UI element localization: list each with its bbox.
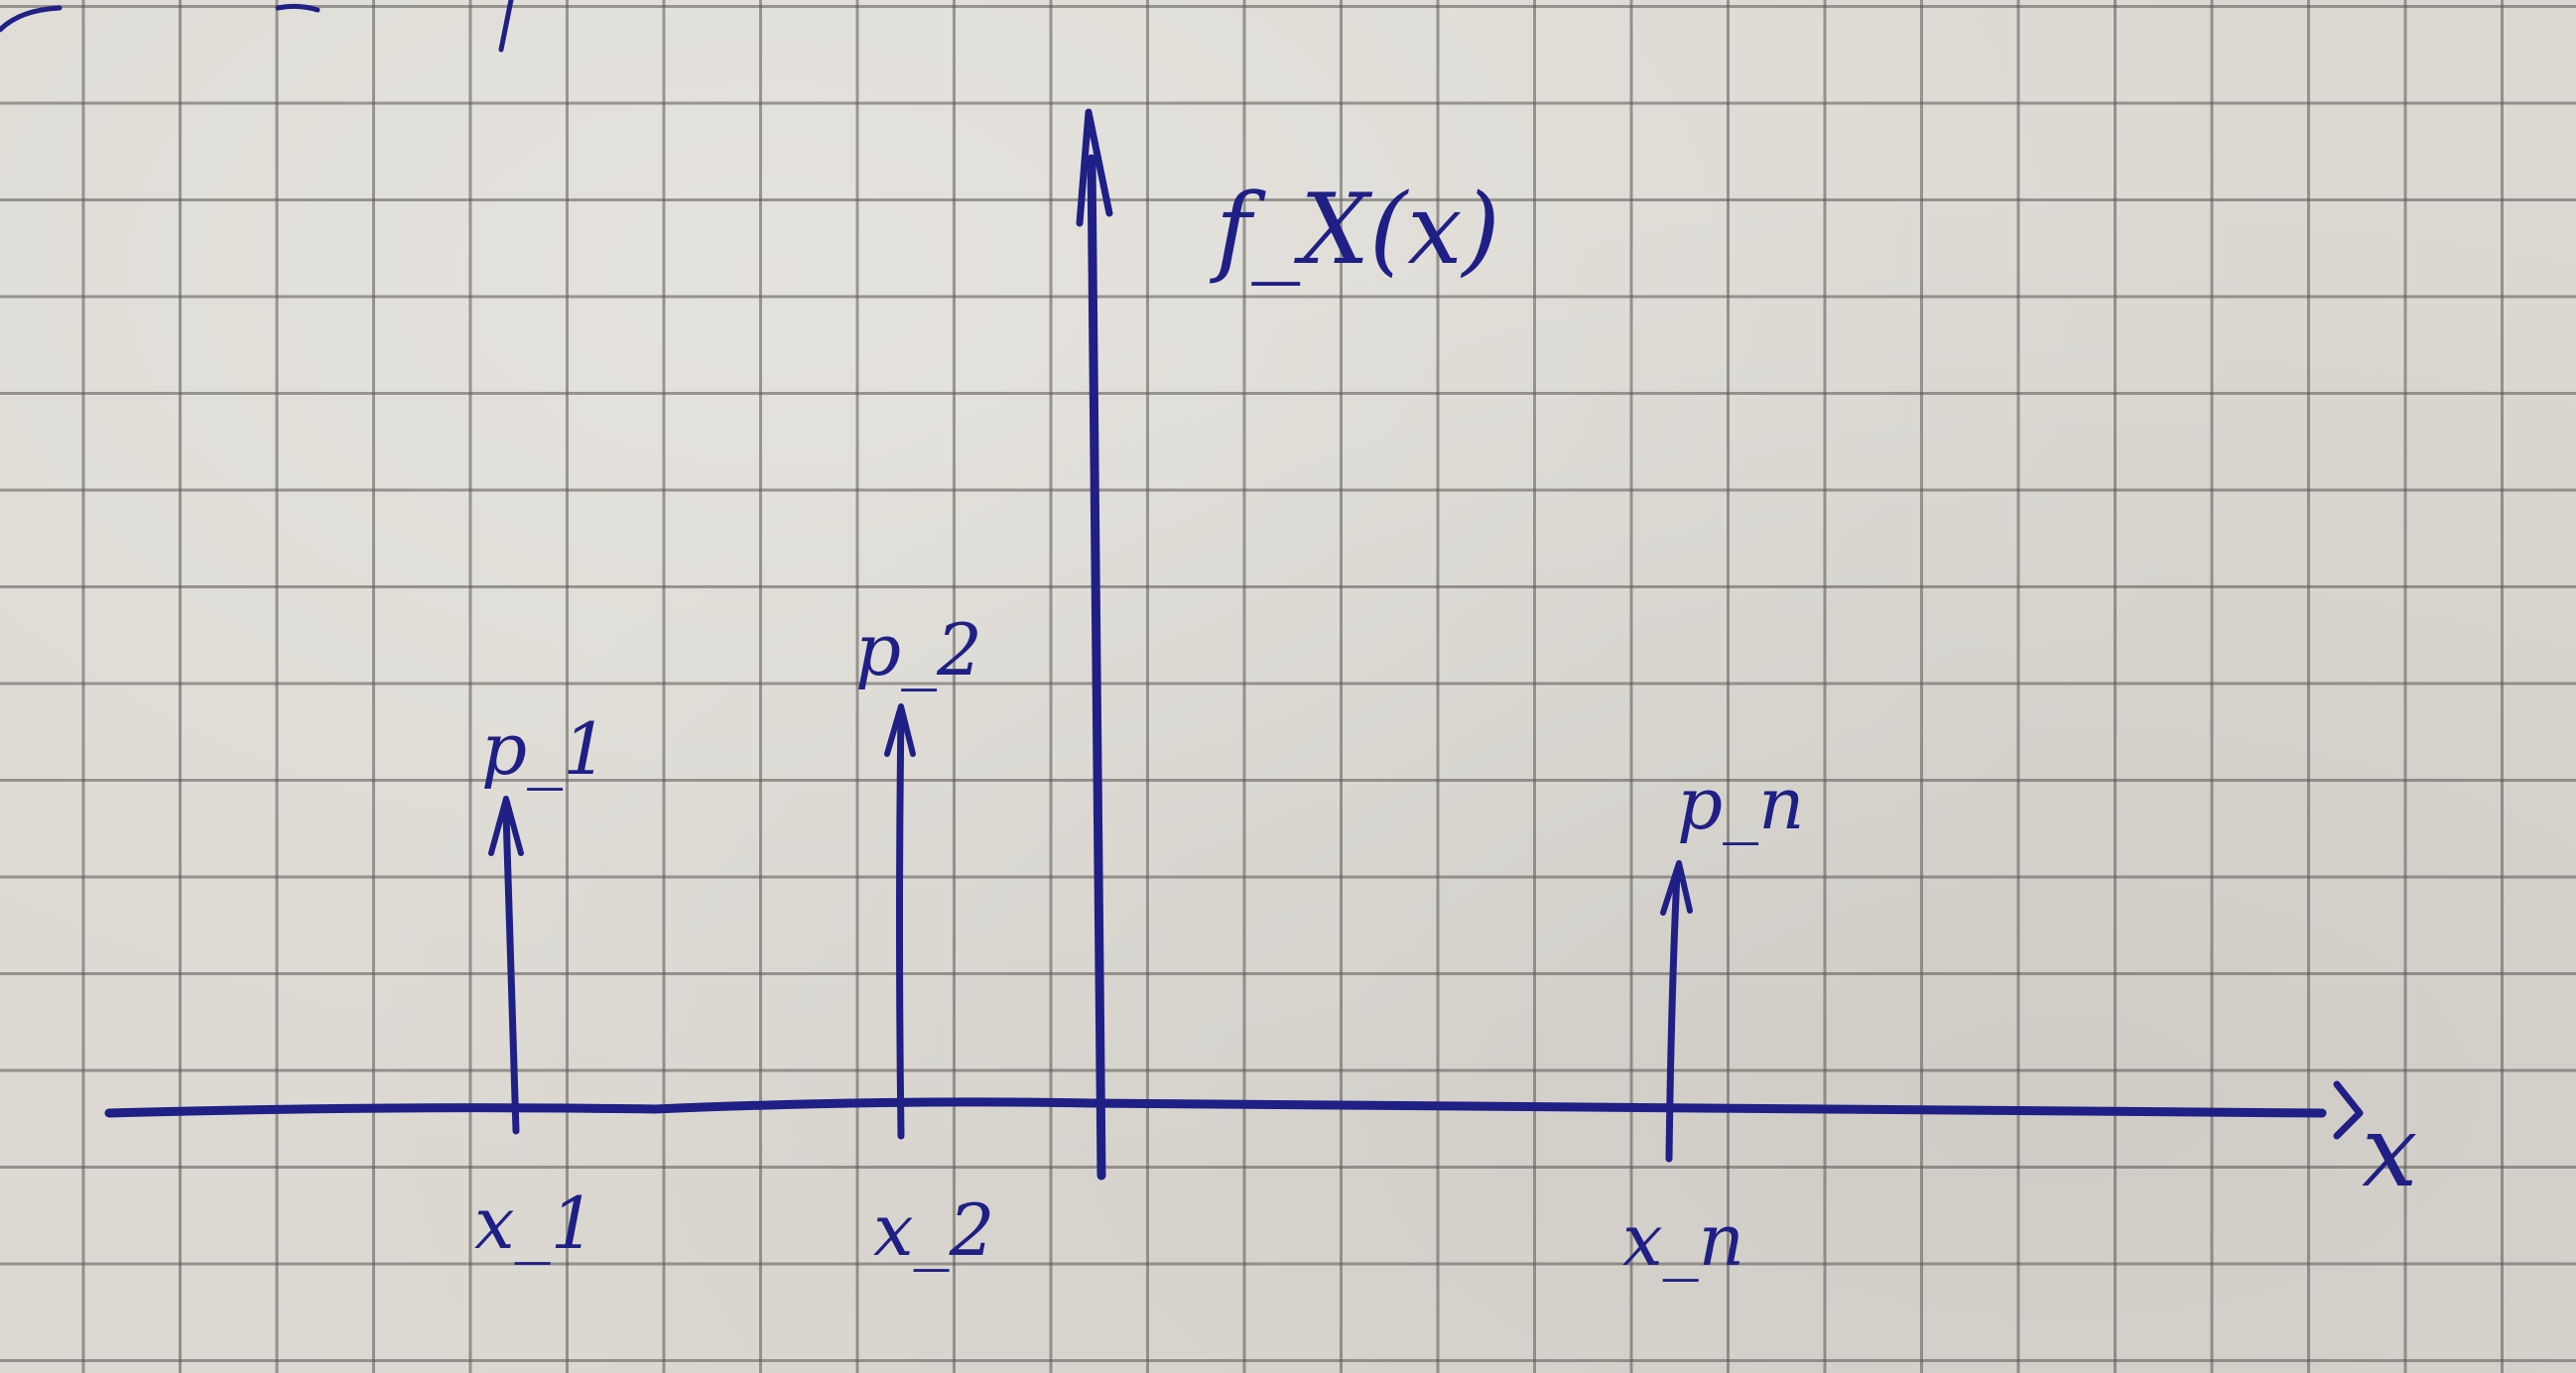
impulse-x2 xyxy=(896,710,905,1140)
y-axis-arrowhead xyxy=(1076,108,1113,227)
impulse-x1-weight-label: p_1 xyxy=(481,707,608,791)
impulse-xn-location-label: x_n xyxy=(1622,1198,1744,1282)
impulse-x1 xyxy=(502,810,520,1135)
y-axis-line xyxy=(1087,154,1106,1181)
stray-mark xyxy=(498,0,514,53)
impulse-x2-arrowhead xyxy=(884,703,916,757)
impulse-x1-location-label: x_1 xyxy=(474,1182,595,1265)
impulse-x1-arrowhead xyxy=(488,796,524,856)
x-axis-line xyxy=(104,1097,2327,1118)
impulse-x2-weight-label: p_2 xyxy=(855,608,982,691)
stray-mark xyxy=(275,3,321,13)
impulse-xn-arrowhead xyxy=(1660,860,1693,916)
x-axis-label: x xyxy=(2362,1093,2417,1209)
stray-mark xyxy=(0,5,63,33)
x-axis-arrowhead xyxy=(2333,1080,2364,1140)
impulse-xn-weight-label: p_n xyxy=(1677,762,1804,845)
y-axis-label: f_X(x) xyxy=(1209,174,1500,287)
impulse-x2-location-label: x_2 xyxy=(873,1188,994,1272)
impulse-xn xyxy=(1665,869,1681,1163)
